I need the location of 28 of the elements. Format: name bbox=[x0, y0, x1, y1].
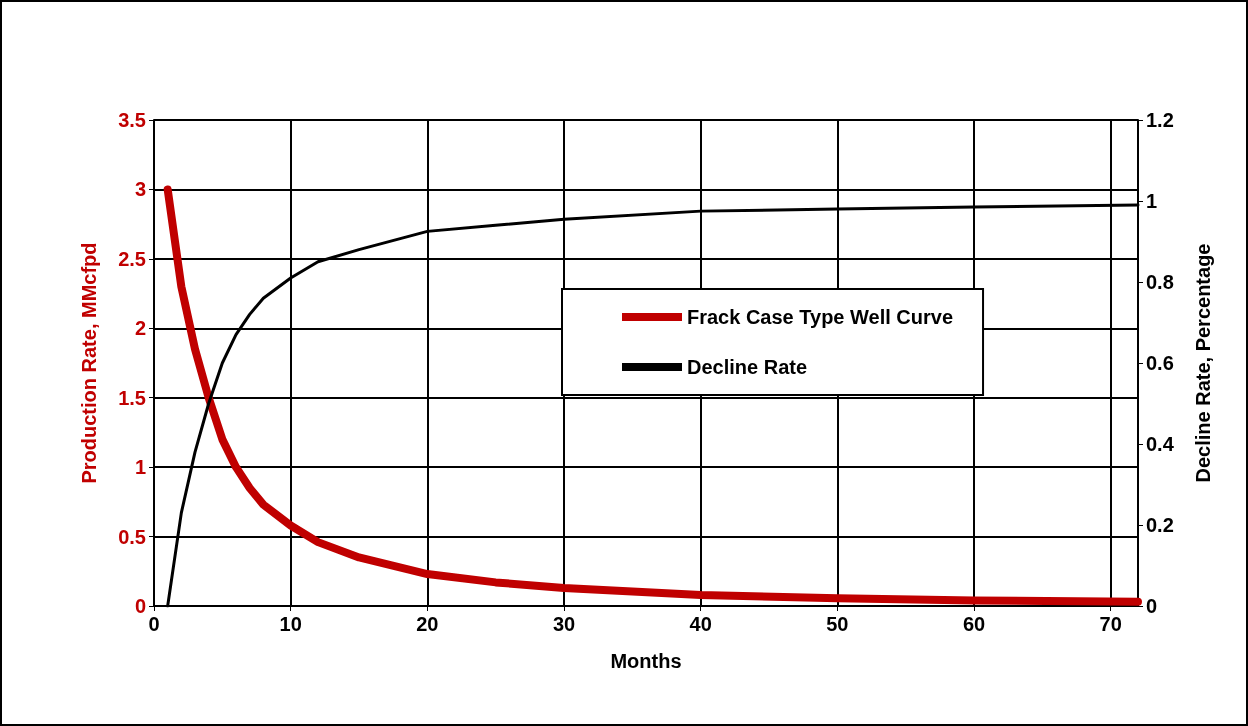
y2-axis-title: Decline Rate, Percentage bbox=[1192, 243, 1214, 483]
y-tick-label: 0 bbox=[134, 595, 146, 617]
y2-tick-label: 0 bbox=[1146, 595, 1158, 617]
y2-tick-label: 0.4 bbox=[1146, 433, 1175, 455]
y-tick-label: 1 bbox=[134, 456, 146, 479]
y2-tick-label: 0.2 bbox=[1146, 514, 1174, 536]
y2-tick-label: 0.6 bbox=[1146, 352, 1174, 374]
x-tick-label: 40 bbox=[689, 613, 712, 635]
y-tick-label: 3.5 bbox=[118, 109, 146, 131]
y-tick-label: 2 bbox=[134, 317, 146, 340]
legend-label: Frack Case Type Well Curve bbox=[687, 306, 954, 328]
x-tick-label: 0 bbox=[148, 613, 160, 635]
x-tick-label: 70 bbox=[1099, 613, 1122, 635]
y-tick-label: 1.5 bbox=[118, 386, 146, 409]
y2-tick-label: 1.2 bbox=[1146, 109, 1174, 131]
y-tick-label: 3 bbox=[134, 178, 146, 201]
x-tick-label: 30 bbox=[552, 613, 576, 635]
y2-tick-label: 1 bbox=[1146, 190, 1158, 212]
x-tick-label: 20 bbox=[416, 613, 439, 635]
x-axis-title: Months bbox=[610, 650, 682, 672]
legend-label: Decline Rate bbox=[687, 356, 808, 378]
y-tick-label: 2.5 bbox=[118, 247, 146, 270]
x-tick-label: 10 bbox=[279, 613, 302, 635]
y2-tick-label: 0.8 bbox=[1146, 271, 1174, 293]
x-tick-label: 50 bbox=[826, 613, 849, 635]
y-axis-title: Production Rate, MMcfpd bbox=[78, 242, 100, 484]
y-tick-label: 0.5 bbox=[118, 525, 146, 548]
x-tick-label: 60 bbox=[962, 613, 986, 635]
